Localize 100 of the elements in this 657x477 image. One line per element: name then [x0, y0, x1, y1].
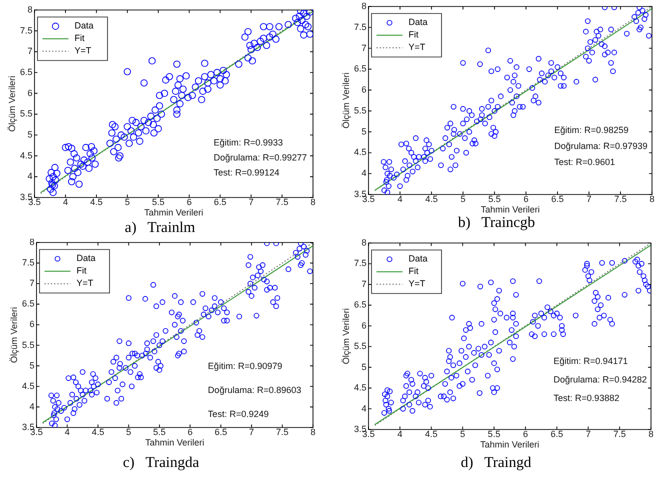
x-tick-label: 5: [126, 426, 132, 437]
x-tick-label: 7.5: [614, 194, 627, 204]
annotation: Test: R=0.9249: [208, 409, 269, 420]
x-tick-label: 4: [398, 194, 403, 204]
annotation: Doğrulama: R=0.97939: [554, 141, 648, 152]
x-tick-label: 6: [188, 426, 193, 437]
y-tick-label: 4.5: [22, 380, 35, 391]
x-tick-label: 4.5: [92, 426, 104, 437]
annotation: Doğrulama: R=0.94282: [554, 374, 647, 385]
annotation: Test: R=0.99124: [214, 168, 280, 178]
y-tick-label: 5.5: [354, 341, 367, 352]
y-tick-label: 4: [29, 401, 35, 412]
x-tick-label: 5.5: [152, 196, 165, 207]
x-tick-label: 7.5: [613, 428, 626, 439]
legend-label: Data: [74, 20, 94, 31]
annotation: Eğitim: R=0.98259: [554, 125, 628, 136]
x-tick-label: 5.5: [488, 428, 500, 439]
x-axis-title: Tahmin Verileri: [480, 439, 540, 450]
y-tick-label: 8: [361, 237, 367, 248]
annotation: Test: R=0.9601: [554, 157, 615, 168]
legend-label: Data: [408, 254, 428, 264]
x-tick-label: 7: [249, 426, 254, 437]
x-tick-label: 6: [523, 194, 529, 204]
x-tick-label: 7.5: [276, 426, 289, 437]
x-tick-label: 4: [397, 428, 402, 439]
y-tick-label: 4.5: [354, 147, 367, 158]
x-tick-label: 6.5: [214, 196, 226, 207]
x-tick-label: 7: [586, 194, 592, 204]
y-tick-label: 8: [29, 236, 35, 247]
x-tick-label: 4.5: [90, 196, 103, 207]
legend-label: Fit: [76, 266, 88, 276]
x-tick-label: 4.5: [425, 194, 438, 204]
y-tick-label: 6.5: [354, 300, 367, 310]
legend-label: Data: [76, 253, 96, 264]
x-tick-label: 4.5: [425, 428, 438, 439]
legend-label: Data: [408, 17, 428, 28]
y-tick-label: 7: [29, 278, 35, 288]
x-axis-title: Tahmin Verileri: [480, 204, 540, 214]
y-tick-label: 7: [361, 42, 367, 53]
legend-label: Y=T: [408, 42, 426, 52]
y-tick-label: 7.5: [354, 22, 367, 32]
x-axis-title: Tahmin Verileri: [145, 437, 204, 448]
annotation: Doğrulama: R=0.99277: [214, 152, 307, 163]
x-tick-label: 5: [460, 194, 466, 204]
y-tick-label: 6: [29, 319, 35, 330]
annotation: Doğrulama: R=0.89603: [208, 384, 302, 395]
x-tick-label: 8: [310, 426, 316, 437]
y-tick-label: 5.5: [22, 340, 35, 350]
annotation: Eğitim: R=0.94171: [554, 356, 628, 366]
y-axis-title: Ölçüm Verileri: [340, 308, 351, 364]
legend-label: Y=T: [76, 278, 94, 288]
legend-label: Fit: [74, 33, 86, 44]
y-tick-label: 7.5: [22, 258, 35, 268]
y-tick-label: 5: [361, 362, 367, 372]
x-tick-label: 5.5: [153, 426, 166, 437]
y-tick-label: 5.5: [20, 108, 33, 119]
y-tick-label: 5: [361, 126, 367, 136]
annotation: Eğitim: R=0.9933: [214, 138, 283, 148]
x-tick-label: 6.5: [550, 428, 564, 439]
legend-label: Y=T: [408, 278, 426, 289]
x-tick-label: 5.5: [488, 194, 501, 204]
y-tick-label: 6.5: [20, 66, 33, 77]
x-tick-label: 4: [64, 426, 70, 437]
x-tick-label: 5: [460, 428, 466, 439]
y-axis-title: Ölçüm Verileri: [8, 306, 19, 364]
text: b) Traincgb: [458, 214, 536, 231]
legend-label: Fit: [408, 30, 420, 40]
y-tick-label: 6.5: [354, 64, 367, 74]
annotation: Eğitim: R=0.90979: [208, 360, 282, 371]
text: a) Trainlm: [124, 220, 196, 236]
x-tick-label: 6.5: [214, 426, 228, 437]
y-tick-label: 5: [27, 129, 33, 140]
y-tick-label: 4: [361, 403, 367, 414]
y-tick-label: 4: [27, 171, 33, 182]
y-tick-label: 7.5: [354, 258, 367, 268]
x-tick-label: 8: [649, 194, 655, 204]
text: d) Traingd: [460, 454, 532, 471]
y-tick-label: 7: [27, 46, 33, 56]
y-tick-label: 6.5: [22, 298, 35, 309]
y-axis-title: Ölçüm Verileri: [6, 76, 17, 132]
x-tick-label: 5: [124, 196, 130, 207]
legend-label: Y=T: [74, 46, 92, 56]
y-tick-label: 8: [27, 4, 33, 14]
x-tick-label: 8: [310, 196, 316, 207]
y-tick-label: 5.5: [354, 105, 367, 116]
y-tick-label: 6: [361, 320, 367, 330]
legend-label: Fit: [408, 266, 420, 276]
x-tick-label: 7.5: [276, 196, 288, 207]
y-tick-label: 7.5: [20, 25, 33, 36]
y-tick-label: 5: [29, 360, 35, 370]
y-tick-label: 6: [27, 88, 33, 98]
y-tick-label: 7: [361, 278, 367, 289]
annotation: Test: R=0.93882: [554, 393, 620, 404]
x-tick-label: 6.5: [551, 194, 564, 204]
y-axis-title: Ölçüm Verileri: [340, 72, 351, 129]
x-tick-label: 7: [586, 428, 591, 439]
x-tick-label: 6: [186, 196, 192, 207]
y-tick-label: 6: [361, 84, 367, 95]
x-tick-label: 8: [648, 428, 654, 439]
text: c) Traingda: [122, 454, 200, 471]
